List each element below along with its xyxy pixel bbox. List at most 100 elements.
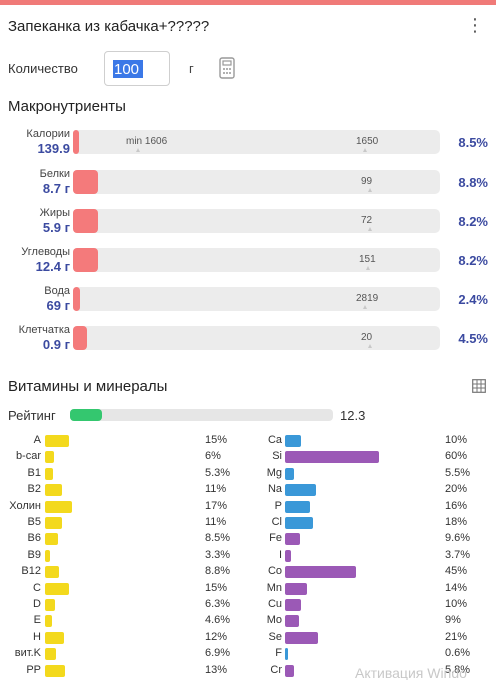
mineral-name: Si: [272, 450, 282, 462]
nutrient-row: B6 8.5% Fe 9.6%: [0, 531, 496, 547]
macro-percent: 2.4%: [458, 292, 488, 307]
vitamin-name: B1: [27, 467, 41, 479]
mineral-percent: 60%: [445, 450, 468, 462]
macro-name: Углеводы: [21, 246, 70, 258]
mineral-name: Fe: [269, 532, 282, 544]
nutrient-row: H 12% Se 21%: [0, 630, 496, 646]
vitamin-bar: [45, 566, 59, 578]
mineral-bar: [285, 451, 379, 463]
mineral-percent: 3.7%: [445, 549, 471, 561]
macro-target-label: 99: [361, 176, 373, 187]
vitamin-percent: 11%: [205, 483, 227, 495]
mineral-percent: 18%: [445, 516, 468, 528]
macro-target-label: 1650: [356, 136, 379, 147]
quantity-unit: г: [189, 61, 194, 76]
rating-label: Рейтинг: [8, 408, 56, 423]
vitamin-percent: 15%: [205, 434, 228, 446]
macro-min-label: min 1606: [126, 136, 168, 147]
macro-bar-fill: [73, 170, 98, 194]
mineral-percent: 20%: [445, 483, 468, 495]
macro-row: Углеводы 12.4 г 151 8.2%: [0, 246, 496, 284]
macro-target-marker: [366, 266, 370, 270]
nutrient-row: D 6.3% Cu 10%: [0, 597, 496, 613]
vitamin-bar: [45, 648, 56, 660]
mineral-bar: [285, 632, 318, 644]
vitamin-name: B12: [21, 565, 41, 577]
vitamin-percent: 8.8%: [205, 565, 231, 577]
vitamin-percent: 15%: [205, 582, 228, 594]
mineral-bar: [285, 566, 356, 578]
calculator-icon[interactable]: [219, 57, 235, 79]
mineral-name: Mg: [266, 467, 282, 479]
macro-value: 12.4 г: [35, 259, 70, 274]
mineral-percent: 9%: [445, 614, 461, 626]
quantity-input[interactable]: [113, 60, 143, 78]
macro-min-marker: [136, 148, 140, 152]
mineral-name: Cu: [267, 598, 282, 610]
vitamin-bar: [45, 632, 64, 644]
macro-bar-track: 72: [73, 209, 440, 233]
macro-percent: 8.2%: [458, 214, 488, 229]
mineral-percent: 10%: [445, 598, 468, 610]
macro-bar-fill: [73, 326, 87, 350]
mineral-bar: [285, 665, 294, 677]
vitamin-name: C: [33, 582, 41, 594]
macro-bar-fill: [73, 130, 79, 154]
macro-target-marker: [363, 305, 367, 309]
top-accent-bar: [0, 0, 496, 5]
vitamin-percent: 4.6%: [205, 614, 231, 626]
vitamin-bar: [45, 665, 65, 677]
mineral-bar: [285, 517, 313, 529]
vitamin-percent: 6%: [205, 450, 221, 462]
vitamin-bar: [45, 517, 62, 529]
vitamin-percent: 11%: [205, 516, 227, 528]
mineral-name: P: [274, 500, 282, 512]
macro-value: 139.9: [37, 141, 70, 156]
vitamins-section-title: Витамины и минералы: [8, 378, 168, 395]
mineral-name: Mn: [266, 582, 282, 594]
recipe-title: Запеканка из кабачка+?????: [8, 18, 210, 35]
mineral-name: Cl: [271, 516, 282, 528]
mineral-percent: 0.6%: [445, 647, 471, 659]
vitamin-bar: [45, 583, 69, 595]
nutrient-row: A 15% Ca 10%: [0, 433, 496, 449]
macro-bar-track: 20: [73, 326, 440, 350]
grid-table-icon[interactable]: [472, 379, 486, 393]
nutrient-row: E 4.6% Mo 9%: [0, 613, 496, 629]
macro-value: 0.9 г: [42, 337, 70, 352]
vitamin-bar: [45, 615, 52, 627]
mineral-name: Co: [267, 565, 282, 577]
vitamin-name: H: [33, 631, 41, 643]
mineral-bar: [285, 501, 310, 513]
vitamin-percent: 3.3%: [205, 549, 231, 561]
nutrient-row: Холин 17% P 16%: [0, 499, 496, 515]
mineral-bar: [285, 648, 288, 660]
macros-section-title: Макронутриенты: [8, 98, 126, 115]
vitamin-percent: 5.3%: [205, 467, 231, 479]
macro-value: 5.9 г: [42, 220, 70, 235]
nutrient-row: B12 8.8% Co 45%: [0, 564, 496, 580]
macro-target-label: 20: [361, 332, 373, 343]
quantity-input-box[interactable]: [104, 51, 170, 86]
nutrient-row: B2 11% Na 20%: [0, 482, 496, 498]
vitamin-bar: [45, 599, 55, 611]
nutrient-row: B5 11% Cl 18%: [0, 515, 496, 531]
macro-value: 69 г: [46, 298, 71, 313]
macro-row: Калории 139.9 min 1606 1650 8.5%: [0, 128, 496, 166]
mineral-bar: [285, 484, 316, 496]
vitamin-name: Холин: [9, 500, 41, 512]
macro-row: Белки 8.7 г 99 8.8%: [0, 168, 496, 206]
vitamin-percent: 6.9%: [205, 647, 231, 659]
mineral-percent: 9.6%: [445, 532, 471, 544]
mineral-percent: 5.5%: [445, 467, 471, 479]
rating-value: 12.3: [340, 408, 366, 423]
mineral-bar: [285, 599, 301, 611]
mineral-percent: 14%: [445, 582, 468, 594]
macro-target-marker: [368, 188, 372, 192]
vitamin-name: B2: [27, 483, 41, 495]
kebab-menu-icon[interactable]: ⋮: [466, 15, 484, 35]
vitamin-name: E: [33, 614, 41, 626]
macro-name: Белки: [39, 168, 70, 180]
macro-percent: 4.5%: [458, 331, 488, 346]
rating-bar-track: [70, 409, 333, 421]
